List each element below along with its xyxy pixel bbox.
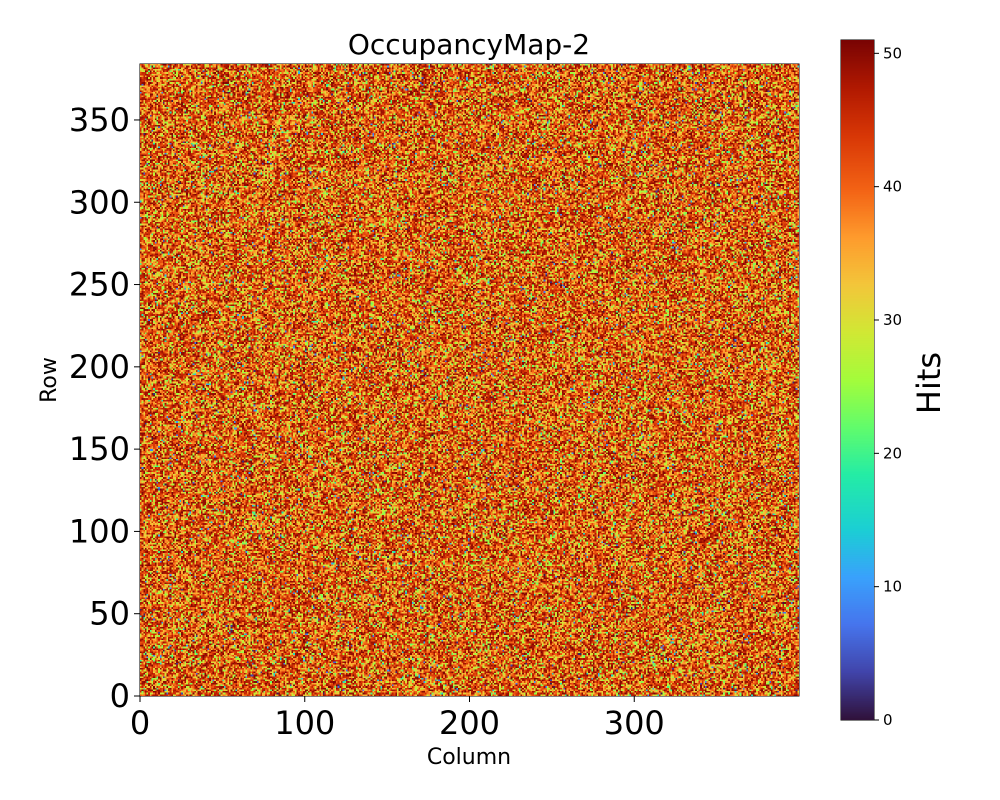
y-tick-label: 300 [69,183,130,221]
colorbar-tick-label: 0 [883,711,893,729]
x-tick-label: 0 [130,704,150,742]
y-tick-label: 100 [69,512,130,550]
y-tick-label: 350 [69,101,130,139]
x-tick-label: 100 [274,704,335,742]
x-tick-label: 300 [604,704,665,742]
colorbar-ticks: 0 10 20 30 40 50 [874,44,902,729]
colorbar-tick-label: 10 [883,578,902,596]
colorbar-tick-label: 50 [883,44,902,62]
x-axis-label: Column [427,745,511,770]
y-tick-label: 0 [110,677,130,715]
y-tick-label: 200 [69,348,130,386]
y-axis-ticks: 0 50 100 150 200 250 300 350 [69,101,140,715]
colorbar-tick-label: 40 [883,178,902,196]
y-tick-label: 150 [69,430,130,468]
x-axis-ticks: 0 100 200 300 [130,696,665,742]
chart-title: OccupancyMap-2 [348,28,590,61]
x-tick-label: 200 [439,704,500,742]
colorbar-tick-label: 20 [883,444,902,462]
colorbar-gradient [841,40,874,720]
heatmap-cells [140,64,799,696]
y-tick-label: 250 [69,266,130,304]
y-axis-label: Row [37,357,62,403]
colorbar-tick-label: 30 [883,311,902,329]
y-tick-label: 50 [89,595,130,633]
colorbar-label: Hits [910,352,948,414]
